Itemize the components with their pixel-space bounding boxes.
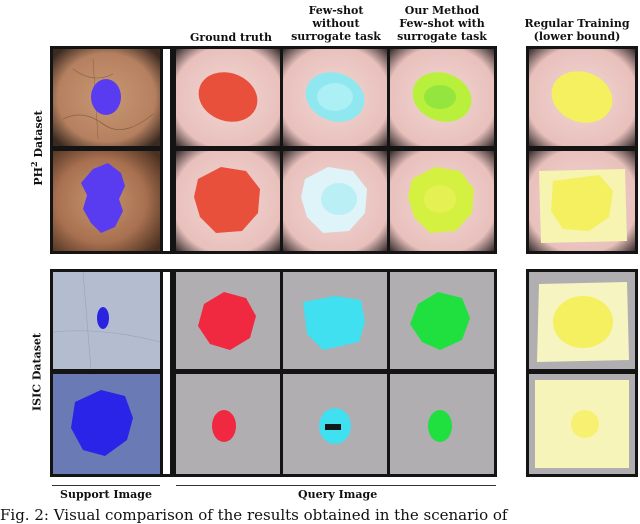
- ph2-r2-regular: [529, 151, 635, 251]
- isic-r2-ground-truth: [176, 374, 280, 474]
- ph2-r2-ground-truth: [176, 151, 280, 251]
- row-label-ph2: PH2 Dataset: [29, 110, 45, 185]
- header-regular-line2: (lower bound): [533, 30, 621, 43]
- row-label-isic-text: ISIC Dataset: [30, 333, 44, 411]
- isic-r1-our-method: [390, 272, 494, 369]
- header-regular-training: Regular Training (lower bound): [522, 17, 632, 43]
- isic-r2-regular: [529, 374, 635, 474]
- footer-query-text: Query Image: [298, 488, 378, 501]
- footer-query-image: Query Image: [298, 488, 377, 501]
- separator-isic: [160, 272, 173, 474]
- ph2-r2-few-shot: [283, 151, 387, 251]
- footer-support-image: Support Image: [60, 488, 152, 501]
- header-ground-truth-text: Ground truth: [190, 31, 272, 44]
- ph2-r1-our-method: [390, 49, 494, 146]
- row-label-ph2-sup: 2: [29, 161, 40, 167]
- header-our-method: Our Method Few-shot with surrogate task: [390, 4, 494, 43]
- row-label-ph2-suffix: Dataset: [31, 110, 45, 162]
- row-label-ph2-prefix: PH: [31, 166, 45, 186]
- isic-r2-our-method: [390, 374, 494, 474]
- isic-r1-ground-truth: [176, 272, 280, 369]
- isic-r2-few-shot: [283, 374, 387, 474]
- isic-r2-support-image: [53, 374, 160, 474]
- figure-caption-text: Fig. 2: Visual comparison of the results…: [0, 506, 508, 524]
- ph2-r1-few-shot: [283, 49, 387, 146]
- header-few-shot-line1: Few-shot: [308, 4, 364, 17]
- header-our-method-line1: Our Method: [404, 4, 480, 17]
- separator-ph2: [160, 49, 173, 251]
- header-few-shot-line2: without: [312, 17, 360, 30]
- header-few-shot-line3: surrogate task: [291, 30, 381, 43]
- header-our-method-line2: Few-shot with: [399, 17, 485, 30]
- isic-r1-few-shot: [283, 272, 387, 369]
- header-few-shot: Few-shot without surrogate task: [284, 4, 388, 43]
- header-ground-truth: Ground truth: [186, 31, 276, 44]
- ph2-r1-ground-truth: [176, 49, 280, 146]
- header-regular-line1: Regular Training: [524, 17, 630, 30]
- support-rule: [52, 485, 160, 486]
- ph2-r2-our-method: [390, 151, 494, 251]
- ph2-r2-support-image: [53, 151, 160, 251]
- isic-r1-regular: [529, 272, 635, 369]
- ph2-r1-support-image: [53, 49, 160, 146]
- figure-caption: Fig. 2: Visual comparison of the results…: [0, 506, 507, 524]
- query-rule: [176, 485, 496, 486]
- isic-r1-support-image: [53, 272, 160, 369]
- ph2-r1-regular: [529, 49, 635, 146]
- header-our-method-line3: surrogate task: [397, 30, 487, 43]
- footer-support-text: Support Image: [60, 488, 152, 501]
- row-label-isic: ISIC Dataset: [31, 333, 44, 411]
